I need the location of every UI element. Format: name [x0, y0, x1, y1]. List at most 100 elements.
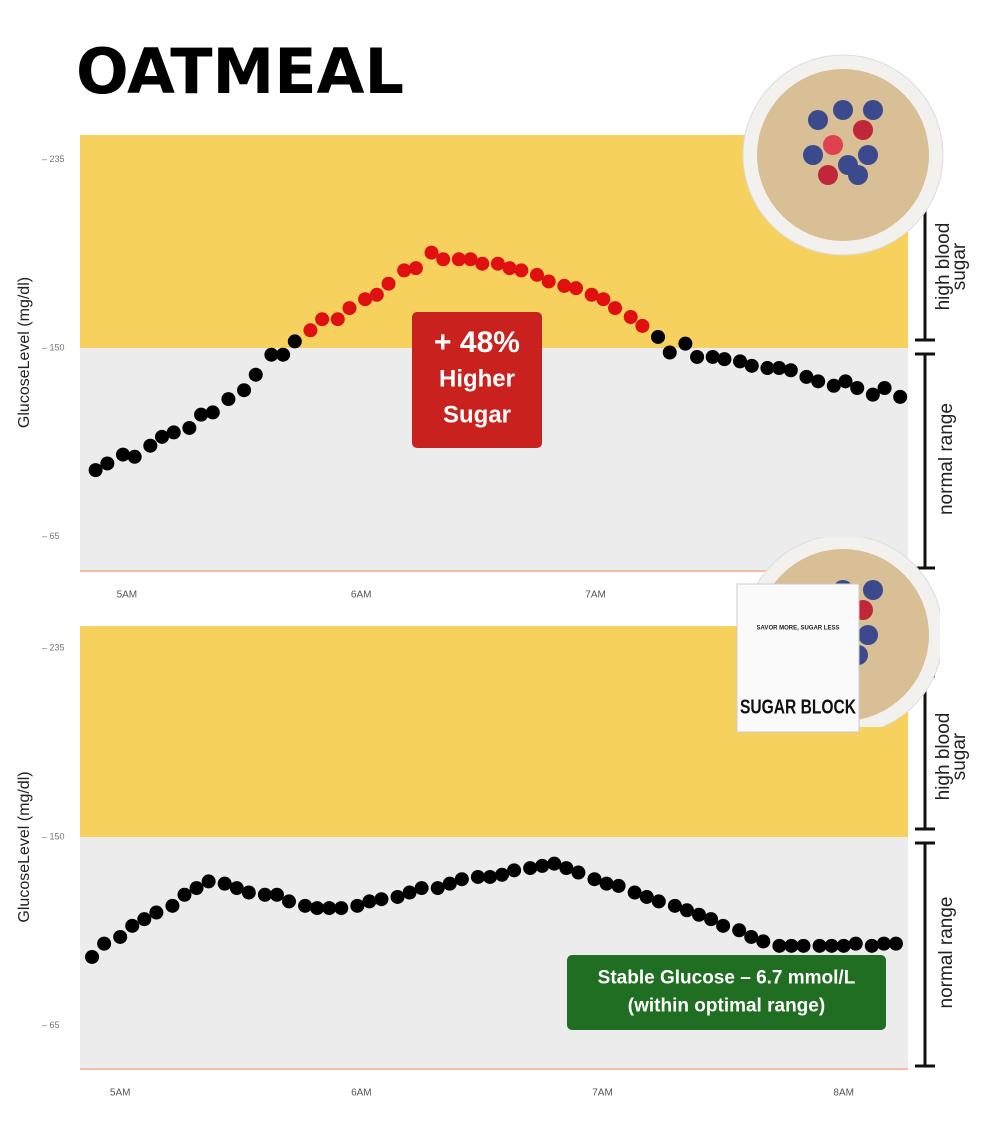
berry: [858, 145, 878, 165]
data-point: [97, 936, 112, 951]
data-point: [559, 861, 574, 876]
data-point: [557, 278, 572, 293]
data-point: [463, 252, 478, 267]
data-point: [334, 901, 349, 916]
data-point: [350, 898, 365, 913]
x-tick-label: 6AM: [351, 1088, 372, 1099]
oatmeal-bowl: [742, 54, 944, 256]
data-point: [205, 405, 220, 420]
annotation-text: Higher: [439, 365, 515, 392]
data-point: [115, 447, 130, 462]
product-box: SAVOR MORE, SUGAR LESS SUGAR BLOCK: [736, 583, 860, 733]
data-point: [514, 263, 529, 278]
annotation-text: + 48%: [434, 326, 520, 359]
data-point: [482, 869, 497, 884]
data-point: [662, 345, 677, 360]
data-point: [475, 256, 490, 271]
band-label-line: high blood: [933, 713, 954, 801]
band-label-line: high blood: [933, 223, 954, 311]
data-point: [569, 281, 584, 296]
data-point: [182, 420, 197, 435]
data-point: [716, 918, 731, 933]
data-point: [733, 354, 748, 369]
data-point: [760, 361, 775, 376]
annotation-box: [412, 312, 542, 448]
data-point: [744, 929, 759, 944]
y-tick-label: – 235: [42, 643, 65, 653]
data-point: [137, 912, 152, 927]
data-point: [442, 876, 457, 891]
data-point: [812, 938, 827, 953]
berry: [863, 100, 883, 120]
data-point: [125, 918, 140, 933]
data-point: [217, 876, 232, 891]
data-point: [166, 425, 181, 440]
annotation-box: [567, 955, 886, 1030]
data-point: [276, 347, 291, 362]
berry: [853, 120, 873, 140]
data-point: [88, 463, 103, 478]
data-point: [490, 256, 505, 271]
data-point: [784, 938, 799, 953]
data-point: [369, 287, 384, 302]
data-point: [282, 894, 297, 909]
oatmeal: [757, 69, 929, 241]
x-tick-label: 8AM: [833, 1088, 854, 1099]
data-point: [850, 381, 865, 396]
product-brand: SUGAR BLOCK: [740, 696, 856, 718]
data-point: [390, 889, 405, 904]
data-point: [85, 949, 100, 964]
data-point: [424, 245, 439, 260]
data-point: [257, 887, 272, 902]
berry: [848, 165, 868, 185]
data-point: [322, 901, 337, 916]
page-title: OATMEAL: [76, 35, 404, 108]
data-point: [177, 887, 192, 902]
data-point: [838, 374, 853, 389]
data-point: [127, 449, 142, 464]
data-point: [310, 901, 325, 916]
data-point: [824, 938, 839, 953]
data-point: [523, 861, 538, 876]
x-tick-label: 7AM: [592, 1088, 613, 1099]
data-point: [865, 387, 880, 402]
data-point: [799, 369, 814, 384]
data-point: [667, 898, 682, 913]
data-point: [547, 856, 562, 871]
data-point: [414, 881, 429, 896]
data-point: [502, 261, 517, 276]
data-point: [221, 392, 236, 407]
band-label: normal range: [936, 403, 957, 515]
data-point: [113, 929, 128, 944]
band-label-line: sugar: [949, 242, 970, 290]
berry: [803, 145, 823, 165]
data-point: [189, 881, 204, 896]
data-point: [241, 885, 256, 900]
data-point: [704, 912, 719, 927]
data-point: [165, 898, 180, 913]
data-point: [436, 252, 451, 267]
data-point: [690, 349, 705, 364]
data-point: [149, 905, 164, 920]
data-point: [893, 389, 908, 404]
data-point: [264, 347, 279, 362]
data-point: [470, 869, 485, 884]
x-tick-label: 7AM: [585, 590, 606, 601]
data-point: [717, 352, 732, 367]
data-point: [194, 407, 209, 422]
y-tick-label: – 65: [42, 531, 60, 541]
data-point: [584, 287, 599, 302]
data-point: [397, 263, 412, 278]
data-point: [229, 881, 244, 896]
data-point: [691, 907, 706, 922]
data-point: [651, 894, 666, 909]
data-point: [877, 381, 892, 396]
data-point: [571, 865, 586, 880]
data-point: [811, 374, 826, 389]
data-point: [402, 885, 417, 900]
data-point: [269, 887, 284, 902]
data-point: [772, 938, 787, 953]
y-tick-label: – 235: [42, 154, 65, 164]
data-point: [430, 881, 445, 896]
